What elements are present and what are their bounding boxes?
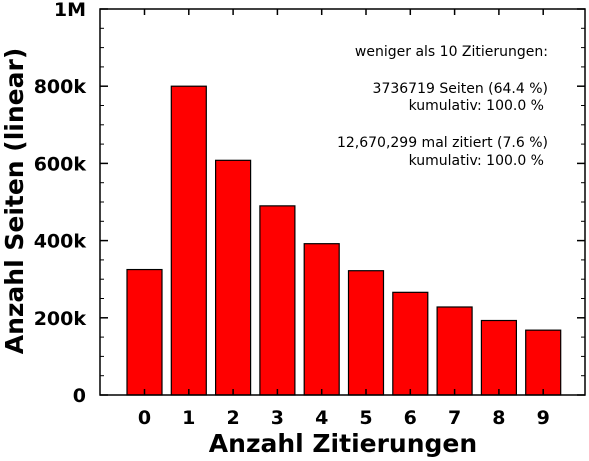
y-tick-label: 800k [34,76,87,98]
bar-7 [436,306,473,396]
x-tick-label: 3 [271,407,284,429]
annotation-citations-cumulative: kumulativ: 100.0 % [409,153,544,169]
bar-0 [126,268,163,396]
x-tick-label: 2 [226,407,239,429]
bar-3 [259,205,296,396]
annotation-pages: 3736719 Seiten (64.4 %) [373,81,548,97]
x-tick-label: 1 [182,407,195,429]
annotation-header: weniger als 10 Zitierungen: [355,44,548,60]
x-tick-label: 8 [492,407,505,429]
bar-4 [303,243,340,396]
bar-2 [215,159,252,396]
y-axis-ticks: 0 200k 400k 600k 800k 1M [34,0,585,407]
y-tick-label: 1M [54,0,86,21]
x-tick-label: 7 [448,407,461,429]
bar-9 [525,329,562,396]
annotation-pages-cumulative: kumulativ: 100.0 % [409,98,544,114]
y-tick-label: 400k [34,231,87,253]
x-axis-ticks: 0 1 2 3 4 5 6 7 8 9 [138,9,550,429]
x-tick-label: 9 [537,407,550,429]
bars-group [126,85,562,396]
y-tick-label: 600k [34,153,87,175]
y-axis-title: Anzahl Seiten (linear) [0,48,29,355]
x-tick-label: 6 [404,407,417,429]
x-tick-label: 4 [315,407,328,429]
annotation-citations: 12,670,299 mal zitiert (7.6 %) [337,135,548,151]
bar-1 [170,85,207,396]
bar-5 [347,270,385,396]
x-axis-title: Anzahl Zitierungen [209,429,477,458]
bar-6 [392,291,429,396]
bar-8 [480,319,517,396]
y-tick-label: 0 [73,385,86,407]
x-tick-label: 5 [359,407,372,429]
y-tick-label: 200k [34,308,87,330]
x-tick-label: 0 [138,407,151,429]
